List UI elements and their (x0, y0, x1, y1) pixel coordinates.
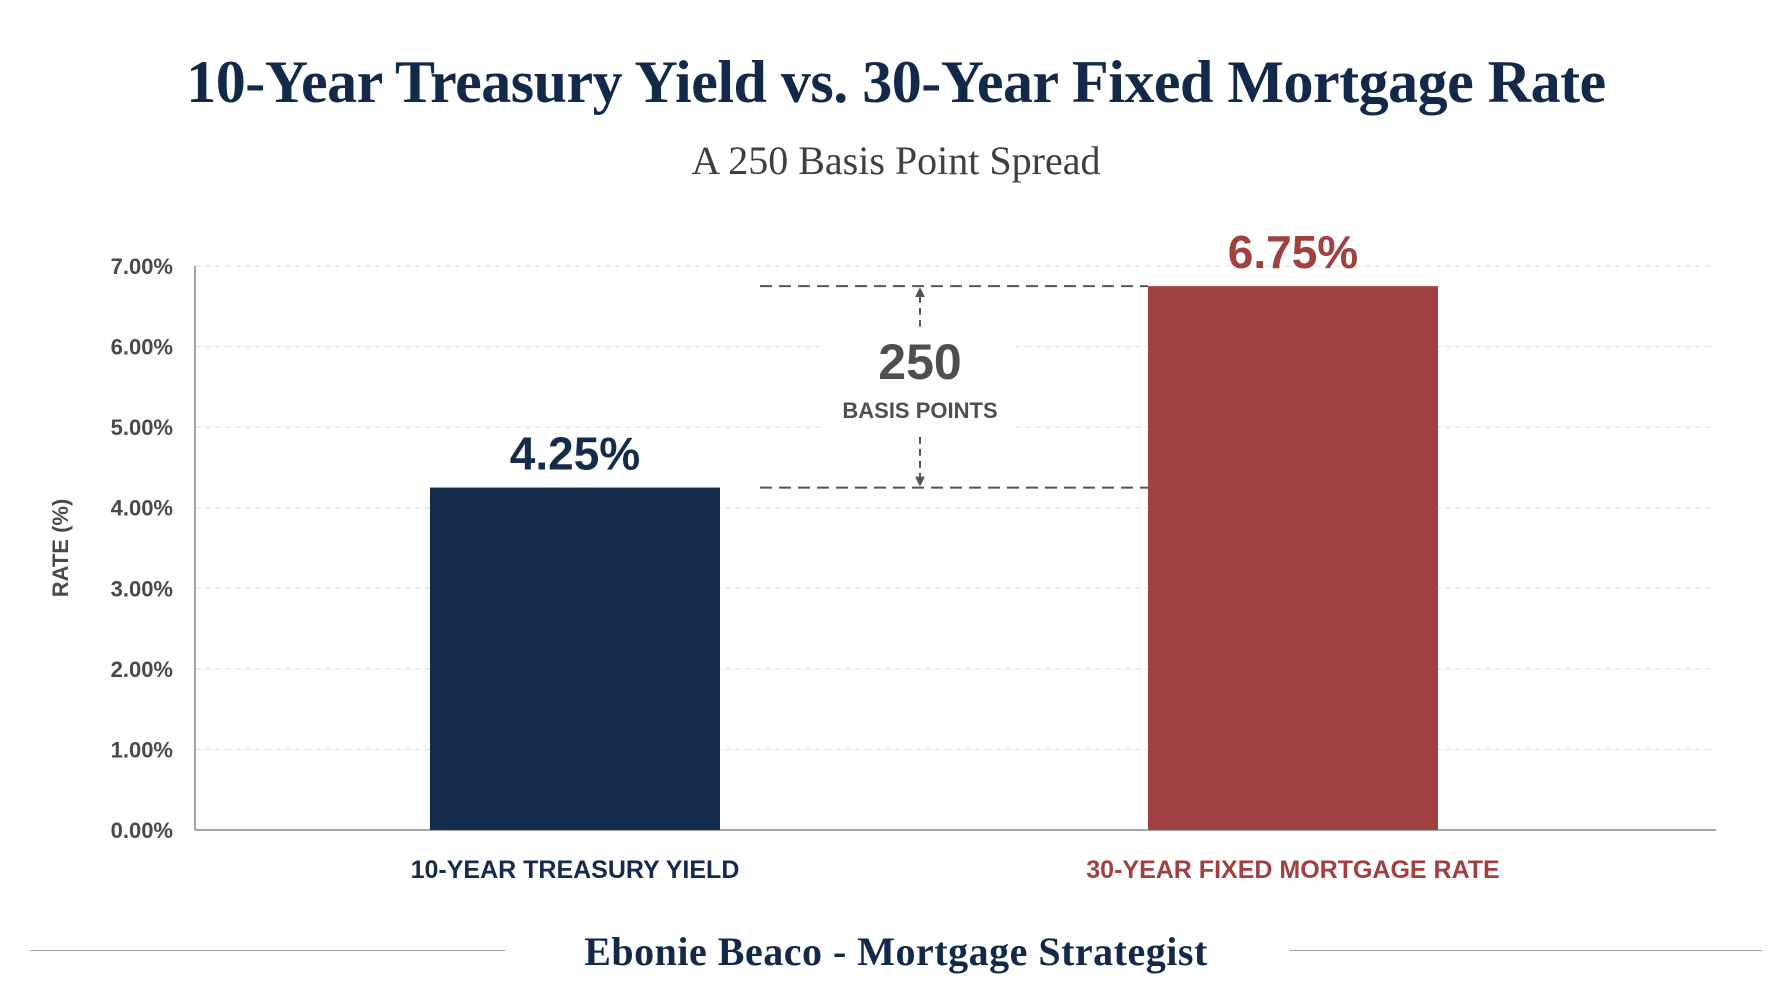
chart-title: 10-Year Treasury Yield vs. 30-Year Fixed… (186, 49, 1606, 115)
x-category-label: 10-YEAR TREASURY YIELD (411, 856, 740, 884)
x-category-label: 30-YEAR FIXED MORTGAGE RATE (1086, 856, 1499, 884)
y-tick-label: 1.00% (111, 737, 173, 762)
footer-divider-left (30, 950, 505, 951)
chart-subtitle: A 250 Basis Point Spread (691, 138, 1101, 183)
spread-label-background (825, 326, 1015, 435)
tick-layer: 0.00% 1.00% 2.00% 3.00% 4.00% 5.00% 6.00% 7.00% (111, 254, 173, 843)
footer-divider-right (1290, 950, 1762, 951)
bar-layer: 4.25% 10-YEAR TREASURY YIELD 6.75% 30-YEAR … (411, 226, 1500, 884)
y-axis-label: RATE (%) (48, 499, 73, 598)
bar-mortgage-rate (1148, 286, 1438, 831)
y-tick-label: 2.00% (111, 657, 173, 682)
y-tick-label: 6.00% (111, 335, 173, 360)
y-tick-label: 3.00% (111, 576, 173, 601)
bar-treasury-yield (430, 487, 720, 830)
y-tick-label: 5.00% (111, 415, 173, 440)
spread-annotation: 250 BASIS POINTS (760, 285, 1148, 489)
data-label: 6.75% (1228, 226, 1358, 278)
spread-unit: BASIS POINTS (842, 398, 997, 423)
y-tick-label: 0.00% (111, 818, 173, 843)
footer-author: Ebonie Beaco - Mortgage Strategist (584, 929, 1208, 974)
data-label: 4.25% (510, 428, 640, 480)
bar-chart: RATE (%) 0.00% 1.00% 2.00% 3.00% 4.00% 5.00% 6… (48, 226, 1716, 884)
y-tick-label: 7.00% (111, 254, 173, 279)
y-tick-label: 4.00% (111, 496, 173, 521)
spread-value: 250 (878, 334, 961, 390)
